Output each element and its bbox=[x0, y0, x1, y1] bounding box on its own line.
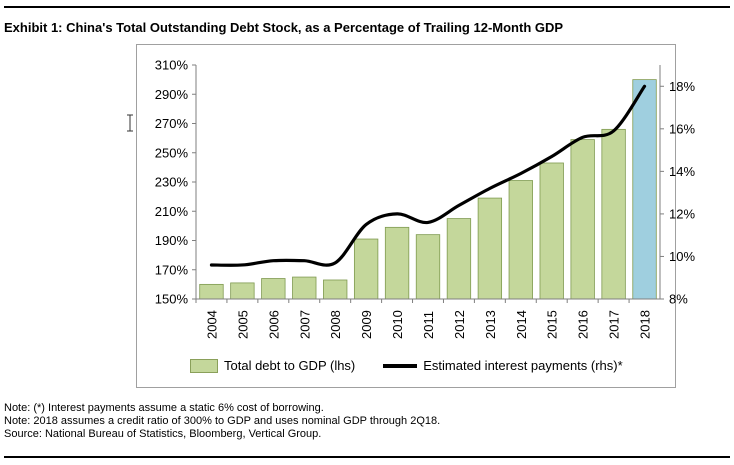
chart-canvas: 310% 290% 270% 250% 230% 210% 190% 170% 150% 18% 1… bbox=[155, 58, 696, 340]
right-tick-label: 14% bbox=[669, 164, 695, 179]
exhibit-title: Exhibit 1: China's Total Outstanding Deb… bbox=[4, 20, 564, 35]
x-tick-label-2006: 2006 bbox=[266, 310, 281, 339]
left-tick-label: 150% bbox=[155, 292, 189, 307]
bar-2012 bbox=[446, 218, 472, 300]
right-tick-label: 16% bbox=[669, 121, 695, 136]
left-tick-label: 310% bbox=[155, 58, 189, 73]
right-tick-label: 12% bbox=[669, 206, 695, 221]
left-tick-label: 170% bbox=[155, 262, 189, 277]
bar-2004 bbox=[199, 283, 224, 300]
x-tick-label-2012: 2012 bbox=[452, 310, 467, 339]
right-tick-label: 8% bbox=[669, 292, 688, 307]
legend-swatch-line bbox=[383, 363, 418, 368]
x-tick-label-2010: 2010 bbox=[390, 310, 405, 339]
legend-label-line: Estimated interest payments (rhs)* bbox=[423, 358, 623, 373]
x-tick-label-2004: 2004 bbox=[204, 310, 219, 339]
bar-2016 bbox=[570, 139, 595, 300]
x-tick-label-2005: 2005 bbox=[235, 310, 250, 339]
bar-2005 bbox=[230, 282, 255, 300]
x-tick-label-2013: 2013 bbox=[483, 310, 498, 339]
legend-swatch-bars bbox=[190, 358, 218, 373]
x-tick-label-2018: 2018 bbox=[638, 310, 653, 339]
note-2018: Note: 2018 assumes a credit ratio of 300… bbox=[4, 415, 441, 427]
left-tick-label: 210% bbox=[155, 204, 189, 219]
x-tick-label-2009: 2009 bbox=[359, 310, 374, 339]
bar-2006 bbox=[261, 278, 286, 300]
bar-2009 bbox=[353, 238, 379, 300]
x-tick-label-2008: 2008 bbox=[328, 310, 343, 339]
bar-2007 bbox=[292, 276, 317, 300]
x-tick-label-2017: 2017 bbox=[607, 310, 622, 339]
chart-frame bbox=[136, 44, 676, 388]
bar-2014 bbox=[508, 180, 533, 300]
x-tick-label-2016: 2016 bbox=[576, 310, 591, 339]
x-tick-label-2014: 2014 bbox=[514, 310, 529, 339]
legend: Total debt to GDP (lhs) Estimated intere… bbox=[190, 358, 623, 373]
legend-label-bars: Total debt to GDP (lhs) bbox=[224, 358, 356, 373]
text-cursor-icon bbox=[127, 114, 133, 132]
bottom-rule bbox=[4, 456, 730, 458]
left-tick-label: 270% bbox=[155, 116, 189, 131]
note-source: Source: National Bureau of Statistics, B… bbox=[4, 428, 322, 440]
bar-2018 bbox=[632, 79, 657, 300]
x-tick-label-2007: 2007 bbox=[297, 310, 312, 339]
bar-2010 bbox=[384, 226, 410, 300]
x-tick-label-2011: 2011 bbox=[421, 311, 436, 339]
right-tick-label: 10% bbox=[669, 249, 695, 264]
left-tick-label: 190% bbox=[155, 233, 189, 248]
bar-2015 bbox=[539, 162, 564, 300]
top-rule bbox=[4, 6, 730, 8]
left-tick-label: 290% bbox=[155, 87, 189, 102]
right-tick-label: 18% bbox=[669, 79, 695, 94]
bar-2017 bbox=[601, 128, 626, 300]
notes: Note: (*) Interest payments assume a sta… bbox=[4, 402, 440, 441]
interest-payments-line bbox=[209, 84, 647, 267]
bar-2013 bbox=[477, 197, 503, 300]
left-tick-label: 250% bbox=[155, 145, 189, 160]
x-tick-label-2015: 2015 bbox=[545, 310, 560, 339]
bar-2008 bbox=[323, 279, 348, 300]
bar-2011 bbox=[415, 234, 441, 300]
left-tick-label: 230% bbox=[155, 175, 189, 190]
note-interest: Note: (*) Interest payments assume a sta… bbox=[4, 402, 324, 414]
